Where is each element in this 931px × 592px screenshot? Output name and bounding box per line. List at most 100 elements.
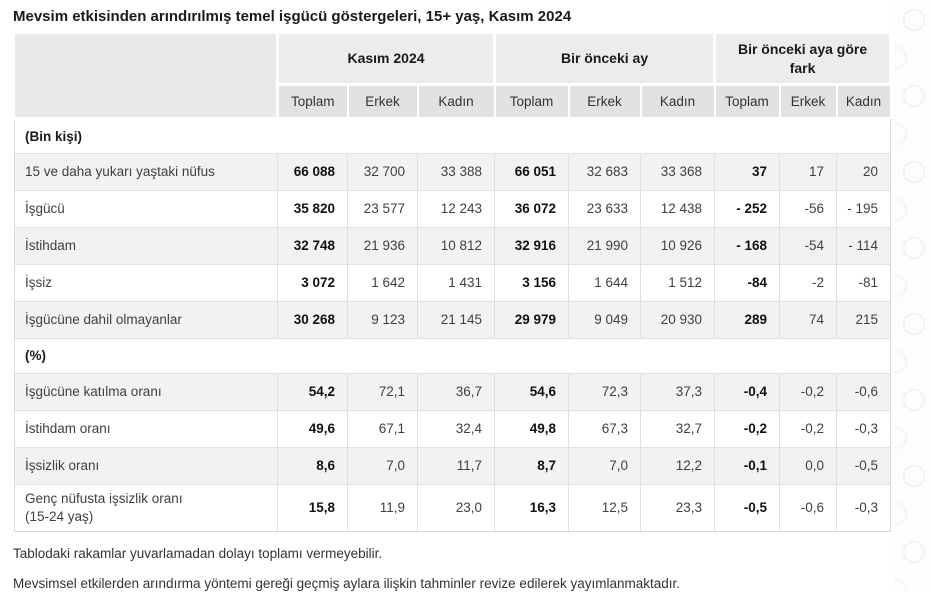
value-cell: 23,0	[416, 483, 496, 532]
column-group-fark: Bir önceki aya göre fark	[713, 34, 893, 86]
column-header-toplam-2: Toplam	[713, 84, 781, 119]
row-label-cell: İşgücü	[14, 189, 278, 228]
value-cell: -0,2	[779, 409, 838, 448]
row-label: İşsiz	[25, 274, 52, 290]
value-cell: 32 916	[494, 226, 570, 265]
value-cell: 9 049	[568, 300, 642, 339]
value-cell: 36,7	[416, 372, 496, 411]
page-content: Mevsim etkisinden arındırılmış temel işg…	[13, 8, 893, 591]
row-label-line2: (15-24 yaş)	[25, 508, 94, 524]
row-label-cell: 15 ve daha yukarı yaştaki nüfus	[14, 152, 278, 191]
value-cell: -0,5	[714, 483, 781, 532]
value-cell: 12,2	[640, 446, 716, 485]
row-label: İstihdam	[25, 237, 77, 253]
value-cell: -0,3	[836, 483, 892, 532]
page-title: Mevsim etkisinden arındırılmış temel işg…	[13, 8, 572, 25]
value-cell: 37	[714, 152, 781, 191]
value-cell: -54	[779, 226, 838, 265]
value-cell: 32 700	[347, 152, 418, 191]
sub-header-row: Toplam Erkek Kadın Toplam Erkek Kadın Toplam Er…	[15, 84, 892, 119]
value-cell: 23 577	[347, 189, 418, 228]
value-cell: - 195	[836, 189, 892, 228]
value-cell: 23 633	[568, 189, 642, 228]
value-cell: 30 268	[277, 300, 348, 339]
value-cell: 36 072	[494, 189, 570, 228]
column-header-erkek-0: Erkek	[346, 84, 419, 119]
row-label-cell: İşgücüne katılma oranı	[14, 372, 278, 411]
value-cell: -0,1	[714, 446, 781, 485]
value-cell: 12 243	[416, 189, 496, 228]
value-cell: -0,3	[836, 409, 892, 448]
row-label-cell: Genç nüfusta işsizlik oranı (15-24 yaş)	[14, 483, 278, 532]
value-cell: 74	[779, 300, 838, 339]
section-header-row: (Bin kişi)	[13, 117, 892, 154]
value-cell: 21 990	[568, 226, 642, 265]
row-label: İşgücü	[25, 200, 65, 216]
value-cell: 7,0	[347, 446, 418, 485]
value-cell: -2	[779, 263, 838, 302]
table-header: Kasım 2024 Bir önceki ay Bir önceki aya …	[14, 34, 893, 120]
value-cell: 12,5	[568, 483, 642, 532]
value-cell: 32 683	[568, 152, 642, 191]
column-header-kadin-2: Kadın	[835, 84, 892, 119]
value-cell: 3 072	[277, 263, 348, 302]
row-label: İşgücüne katılma oranı	[25, 383, 162, 399]
row-label-cell: İstihdam	[14, 226, 278, 265]
row-label: 15 ve daha yukarı yaştaki nüfus	[25, 163, 215, 179]
value-cell: 49,6	[277, 409, 348, 448]
value-cell: -0,5	[836, 446, 892, 485]
value-cell: 23,3	[640, 483, 716, 532]
value-cell: 8,6	[277, 446, 348, 485]
value-cell: 7,0	[568, 446, 642, 485]
footnote-revision: Mevsimsel etkilerden arındırma yöntemi g…	[13, 575, 681, 591]
value-cell: 32,4	[416, 409, 496, 448]
value-cell: 17	[779, 152, 838, 191]
value-cell: -56	[779, 189, 838, 228]
row-label-cell: İşsizlik oranı	[14, 446, 278, 485]
row-label-cell: İşgücüne dahil olmayanlar	[14, 300, 278, 339]
table-row: İşgücü 35 820 23 577 12 243 36 072 23 633 12 4…	[14, 189, 892, 228]
value-cell: 54,6	[494, 372, 570, 411]
column-group-kasim-2024: Kasım 2024	[275, 34, 497, 86]
corner-cell	[14, 34, 279, 120]
table-body: (Bin kişi) 15 ve daha yukarı yaştaki nüfu…	[13, 117, 892, 532]
value-cell: -0,4	[714, 372, 781, 411]
value-cell: 67,3	[568, 409, 642, 448]
value-cell: 67,1	[347, 409, 418, 448]
value-cell: 21 145	[416, 300, 496, 339]
value-cell: -81	[836, 263, 892, 302]
section-header-row: (%)	[13, 337, 892, 374]
row-label-cell: İstihdam oranı	[14, 409, 278, 448]
value-cell: 15,8	[277, 483, 348, 532]
value-cell: 54,2	[277, 372, 348, 411]
column-header-erkek-1: Erkek	[567, 84, 642, 119]
table-row: İstihdam 32 748 21 936 10 812 32 916 21 990 10…	[14, 226, 892, 265]
value-cell: 20 930	[640, 300, 716, 339]
column-header-erkek-2: Erkek	[778, 84, 838, 119]
value-cell: 29 979	[494, 300, 570, 339]
value-cell: 72,1	[347, 372, 418, 411]
value-cell: 0,0	[779, 446, 838, 485]
value-cell: 1 431	[416, 263, 496, 302]
value-cell: 21 936	[347, 226, 418, 265]
row-label: İstihdam oranı	[25, 420, 111, 436]
value-cell: 37,3	[640, 372, 716, 411]
column-header-kadin-0: Kadın	[416, 84, 496, 119]
value-cell: - 252	[714, 189, 781, 228]
value-cell: 11,7	[416, 446, 496, 485]
value-cell: -0,6	[836, 372, 892, 411]
value-cell: 11,9	[347, 483, 418, 532]
value-cell: 72,3	[568, 372, 642, 411]
value-cell: - 114	[836, 226, 892, 265]
value-cell: 12 438	[640, 189, 716, 228]
row-label: İşgücüne dahil olmayanlar	[25, 311, 182, 327]
value-cell: 35 820	[277, 189, 348, 228]
value-cell: 10 812	[416, 226, 496, 265]
value-cell: 8,7	[494, 446, 570, 485]
column-group-bir-onceki-ay: Bir önceki ay	[493, 34, 717, 86]
table-row: İşsizlik oranı 8,6 7,0 11,7 8,7 7,0 12,2 -0,1 0,…	[14, 446, 892, 485]
value-cell: -0,2	[714, 409, 781, 448]
value-cell: 9 123	[347, 300, 418, 339]
column-header-toplam-1: Toplam	[493, 84, 570, 119]
value-cell: 10 926	[640, 226, 716, 265]
